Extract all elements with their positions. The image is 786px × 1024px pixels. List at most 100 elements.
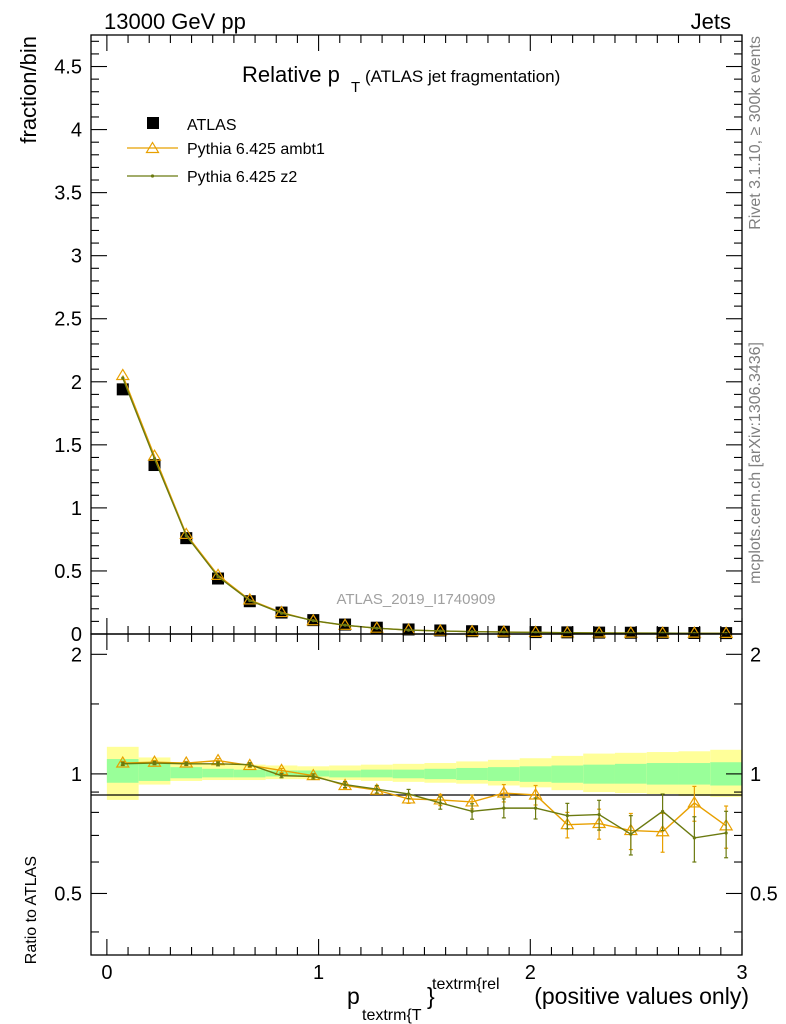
x-axis-title: (positive values only) [534, 983, 749, 1009]
series-marker-1 [210, 568, 226, 580]
ratio-band-inner [519, 766, 552, 782]
series-marker-2 [375, 626, 379, 630]
ratio-marker-2 [311, 774, 315, 779]
ratio-marker-1 [655, 824, 670, 837]
mcplots-label: mcplots.cern.ch [arXiv:1306.3436] [747, 342, 764, 584]
ratio-panel-frame [90, 633, 743, 956]
series-marker-2 [343, 623, 347, 627]
ratio-tick-label: 0.5 [54, 883, 82, 905]
x-axis-title-sub: textrm{T [362, 1007, 422, 1024]
legend: ATLAS Pythia 6.425 ambt1 Pythia 6.425 z2 [127, 117, 325, 186]
y-tick-label: 1 [71, 498, 82, 520]
ratio-marker-1 [115, 755, 130, 768]
ratio-tick-label: 2 [71, 644, 82, 666]
series-marker-2 [152, 457, 157, 461]
axes: 0 1 2 3 0 0.5 1 1.5 2 2.5 3 3.5 4 4.5 0.5 0.5 1 1 2 2 [54, 35, 778, 984]
ratio-marker-1 [179, 755, 194, 768]
ratio-band-inner [646, 763, 679, 785]
series-marker-1 [655, 626, 670, 638]
series-marker-2 [533, 630, 538, 635]
series-marker-1 [465, 624, 480, 637]
x-tick-label: 1 [313, 962, 324, 984]
series-marker-2 [438, 629, 442, 633]
ratio-band-inner [202, 768, 234, 778]
series-marker-2 [502, 630, 506, 634]
ratio-band-inner [614, 763, 647, 784]
series-marker-1 [369, 621, 384, 633]
x-axis-title-p: p [347, 983, 360, 1009]
x-tick-label: 3 [736, 962, 747, 984]
ratio-bands [106, 746, 742, 800]
series-marker-2 [184, 534, 188, 538]
y-axis-title: fraction/bin [16, 36, 41, 144]
y-tick-label: 4 [71, 120, 82, 142]
ratio-marker-2 [375, 787, 379, 791]
y-tick-label: 0 [71, 624, 82, 646]
ratio-band-inner [170, 767, 203, 779]
ratio-marker-2 [121, 762, 125, 766]
series-marker-1 [528, 625, 543, 637]
ratio-marker-2 [184, 762, 188, 766]
legend-atlas-marker [147, 117, 159, 129]
ratio-marker-2 [279, 774, 284, 778]
series-marker-1 [433, 623, 448, 636]
ratio-marker-2 [343, 782, 347, 787]
ratio-marker-2 [152, 761, 157, 765]
ratio-marker-2 [216, 762, 220, 766]
series-marker-2 [121, 376, 125, 380]
series-marker-2 [279, 611, 284, 615]
ratio-marker-2 [724, 831, 728, 835]
legend-atlas-label: ATLAS [187, 117, 237, 134]
y-tick-label: 2 [71, 372, 82, 394]
ratio-band-inner [456, 767, 488, 781]
series-marker-1 [592, 625, 607, 638]
series-marker-2 [248, 598, 252, 603]
ratio-band-inner [329, 770, 361, 778]
chart-title-paren: (ATLAS jet fragmentation) [365, 67, 560, 86]
ratio-band-inner [233, 769, 266, 778]
series-marker-2 [406, 628, 411, 632]
ratio-marker-2 [692, 836, 696, 840]
x-axis-title-brace: } [427, 983, 435, 1009]
ratio-marker-2 [661, 809, 665, 813]
y-tick-label: 2.5 [54, 309, 82, 331]
ratio-band-inner [424, 768, 457, 780]
ratio-band-inner [678, 763, 711, 785]
rivet-label: Rivet 3.1.10, ≥ 300k events [747, 36, 764, 230]
series-marker-1 [496, 624, 511, 637]
legend-z2-marker [150, 174, 155, 178]
ratio-band-inner [551, 765, 584, 783]
x-tick-label: 0 [101, 962, 112, 984]
series-marker-1 [719, 626, 734, 638]
ratio-marker-1 [147, 755, 162, 767]
ratio-series [115, 753, 734, 863]
y-tick-label: 0.5 [54, 561, 82, 583]
y-tick-label: 3.5 [54, 183, 82, 205]
legend-z2-label: Pythia 6.425 z2 [187, 169, 297, 186]
ratio-marker-2 [533, 806, 538, 810]
y-tick-label: 4.5 [54, 57, 82, 79]
ratio-axis-title: Ratio to ATLAS [23, 856, 40, 964]
ratio-marker-2 [406, 792, 411, 796]
ratio-band-inner [487, 767, 520, 781]
chart-title-sub: T [351, 79, 360, 96]
header-left: 13000 GeV pp [104, 9, 246, 34]
ratio-line-1 [122, 759, 727, 833]
series-marker-2 [311, 619, 315, 623]
ratio-line-2 [122, 762, 727, 839]
ratio-tick-label-right: 1 [750, 764, 761, 786]
chart-title: Relative p [242, 62, 340, 87]
ratio-band-inner [138, 763, 171, 781]
ratio-marker-1 [401, 791, 416, 804]
x-axis-title-sup: textrm{rel [432, 976, 500, 993]
ratio-marker-1 [496, 785, 511, 798]
legend-ambt1-marker [145, 141, 160, 154]
ratio-marker-1 [306, 768, 321, 781]
ratio-marker-1 [687, 795, 702, 808]
y-tick-label: 3 [71, 246, 82, 268]
ratio-band-inner [106, 759, 139, 783]
ratio-band-inner [360, 769, 393, 778]
ratio-marker-2 [248, 763, 252, 767]
ratio-marker-2 [438, 801, 442, 805]
ratio-marker-2 [597, 812, 601, 817]
